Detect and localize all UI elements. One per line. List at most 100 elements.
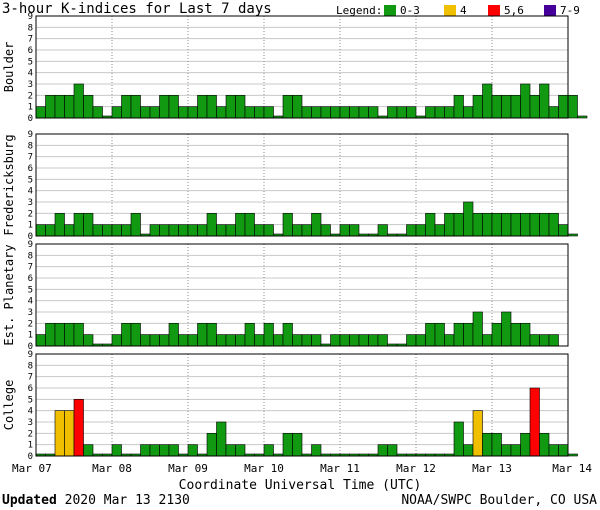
- k-index-bar: [197, 323, 208, 347]
- k-index-bar: [187, 106, 198, 119]
- k-index-bar: [330, 334, 341, 347]
- k-index-bar: [206, 323, 217, 347]
- y-tick-label: 8: [28, 251, 33, 261]
- k-index-bar: [434, 224, 445, 237]
- y-tick-label: 9: [28, 240, 33, 250]
- k-index-bar: [102, 224, 113, 237]
- k-index-bar: [349, 224, 360, 237]
- k-index-bar: [472, 410, 483, 457]
- y-tick-label: 7: [28, 373, 33, 383]
- k-index-bar: [254, 334, 265, 347]
- k-index-bar: [263, 224, 274, 237]
- y-tick-label: 2: [28, 319, 33, 329]
- k-index-bar: [577, 115, 588, 119]
- k-index-bar: [501, 95, 512, 119]
- y-tick-label: 0: [28, 342, 33, 352]
- k-index-bar: [216, 334, 227, 347]
- legend-item-5-6: 5,6: [504, 4, 524, 17]
- k-index-bar: [558, 95, 569, 119]
- k-index-bar: [349, 334, 360, 347]
- k-index-bar: [263, 106, 274, 119]
- k-index-bar: [463, 201, 474, 237]
- k-index-bar: [73, 83, 84, 119]
- k-index-bar: [482, 433, 493, 457]
- k-index-bar: [301, 334, 312, 347]
- y-tick-label: 0: [28, 232, 33, 242]
- k-index-bar: [282, 213, 293, 237]
- updated-value: 2020 Mar 13 2130: [64, 493, 190, 508]
- k-index-bar: [358, 334, 369, 347]
- k-index-bar: [520, 213, 531, 237]
- k-index-bar: [187, 444, 198, 457]
- x-tick-label: Mar 08: [92, 462, 132, 475]
- source-credit: NOAA/SWPC Boulder, CO USA: [401, 493, 597, 508]
- k-index-bar: [292, 433, 303, 457]
- y-tick-label: 7: [28, 153, 33, 163]
- k-index-bar: [225, 334, 236, 347]
- k-index-bar: [501, 213, 512, 237]
- y-tick-label: 6: [28, 384, 33, 394]
- k-index-bar: [491, 323, 502, 347]
- k-index-bar: [45, 95, 56, 119]
- y-tick-label: 8: [28, 141, 33, 151]
- k-index-bar: [121, 323, 132, 347]
- k-index-bar: [510, 444, 521, 457]
- k-index-bar: [539, 334, 550, 347]
- k-index-bar: [111, 444, 122, 457]
- k-index-bar: [520, 433, 531, 457]
- k-index-bar: [178, 334, 189, 347]
- k-index-bar: [206, 433, 217, 457]
- k-index-bar: [149, 106, 160, 119]
- k-index-bar: [111, 106, 122, 119]
- x-tick-label: Mar 07: [12, 462, 52, 475]
- k-index-bar: [453, 421, 464, 457]
- k-index-bar: [254, 224, 265, 237]
- k-index-bar: [311, 444, 322, 457]
- k-index-bar: [263, 444, 274, 457]
- k-index-bar: [159, 334, 170, 347]
- k-index-bar: [463, 106, 474, 119]
- k-index-bar: [444, 106, 455, 119]
- k-index-bar: [235, 213, 246, 237]
- k-index-bar: [529, 213, 540, 237]
- y-tick-label: 6: [28, 46, 33, 56]
- y-tick-label: 3: [28, 198, 33, 208]
- k-index-bar: [121, 224, 132, 237]
- k-index-bar: [83, 213, 94, 237]
- y-tick-label: 2: [28, 429, 33, 439]
- k-index-bar: [510, 95, 521, 119]
- x-tick-label: Mar 11: [320, 462, 360, 475]
- k-index-bar: [35, 106, 46, 119]
- k-index-bar: [434, 323, 445, 347]
- k-index-bar: [406, 334, 417, 347]
- k-index-bar: [320, 224, 331, 237]
- k-index-bar: [168, 444, 179, 457]
- k-index-bar: [406, 106, 417, 119]
- y-tick-label: 1: [28, 441, 33, 451]
- k-index-bar: [216, 421, 227, 457]
- k-index-bar: [64, 95, 75, 119]
- k-index-bar: [387, 106, 398, 119]
- k-index-bar: [377, 224, 388, 237]
- y-tick-label: 4: [28, 187, 33, 197]
- k-index-bar: [235, 95, 246, 119]
- k-index-bar: [463, 323, 474, 347]
- y-tick-label: 1: [28, 331, 33, 341]
- k-index-bar: [130, 95, 141, 119]
- x-tick-label: Mar 14: [552, 462, 592, 475]
- legend-swatch-0-3: [384, 5, 396, 16]
- y-tick-label: 4: [28, 69, 33, 79]
- k-index-bar: [529, 95, 540, 119]
- k-index-bar: [358, 106, 369, 119]
- k-index-bar: [187, 334, 198, 347]
- k-index-bar: [529, 387, 540, 457]
- k-index-bar: [491, 95, 502, 119]
- k-index-bar: [168, 224, 179, 237]
- y-tick-label: 3: [28, 80, 33, 90]
- y-tick-label: 6: [28, 274, 33, 284]
- k-index-bar: [482, 334, 493, 347]
- legend-item-7-9: 7-9: [560, 4, 580, 17]
- k-index-bar: [206, 95, 217, 119]
- k-index-bar: [453, 213, 464, 237]
- k-index-bar: [377, 334, 388, 347]
